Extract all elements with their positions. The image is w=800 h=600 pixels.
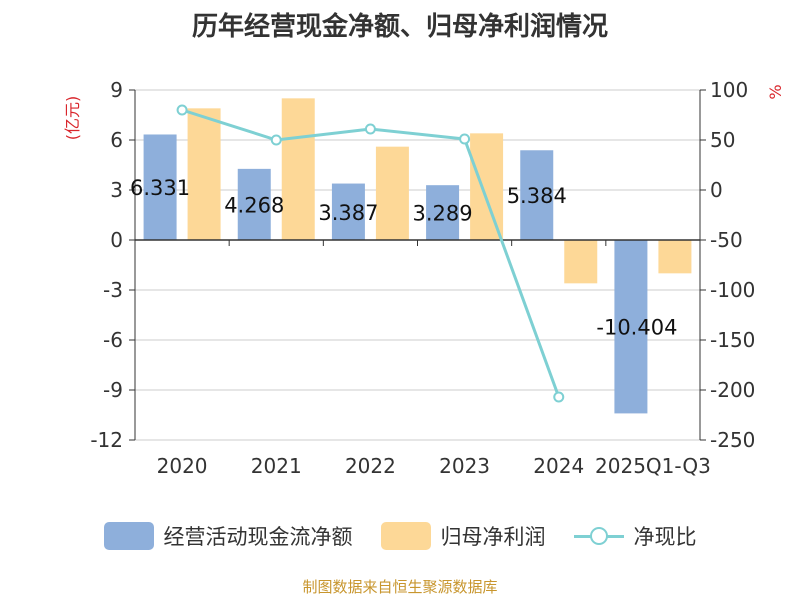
ratio-point (176, 104, 188, 116)
legend-swatch-net-profit (380, 522, 431, 550)
legend-item-net-profit[interactable]: 归母净利润 (380, 521, 546, 551)
bar-cashflow (143, 134, 177, 240)
right-tick-label: -100 (710, 278, 755, 302)
bar-cashflow (520, 150, 554, 240)
right-tick-label: -150 (710, 328, 755, 352)
ratio-point (459, 133, 471, 145)
x-tick-label: 2024 (533, 454, 584, 478)
left-tick-label: 3 (110, 178, 123, 202)
legend-label-ratio: 净现比 (633, 525, 697, 549)
x-tick-label: 2025Q1-Q3 (595, 454, 711, 478)
data-label-cashflow: 4.268 (224, 193, 284, 217)
left-tick-label: -9 (103, 378, 123, 402)
data-label-cashflow: -10.404 (596, 316, 677, 340)
right-axis-label: % (766, 84, 785, 99)
left-axis-label: (亿元) (63, 96, 82, 141)
left-tick-label: -3 (103, 278, 123, 302)
right-tick-label: 100 (710, 78, 748, 102)
ratio-point (553, 391, 565, 403)
right-tick-label: -250 (710, 428, 755, 452)
data-label-cashflow: 5.384 (507, 184, 567, 208)
source-note: 制图数据来自恒生聚源数据库 (302, 578, 498, 596)
left-tick-label: -12 (90, 428, 123, 452)
bar-cashflow (614, 240, 648, 414)
data-label-cashflow: 3.289 (413, 202, 473, 226)
bar-net-profit (187, 108, 221, 240)
bar-net-profit (658, 240, 692, 274)
legend-swatch-ratio (573, 522, 624, 550)
x-tick-label: 2022 (345, 454, 396, 478)
ratio-point (364, 123, 376, 135)
bar-net-profit (375, 146, 409, 240)
x-tick-label: 2023 (439, 454, 490, 478)
left-tick-label: 0 (110, 228, 123, 252)
left-tick-label: 9 (110, 78, 123, 102)
data-label-cashflow: 6.331 (130, 176, 190, 200)
right-tick-label: -50 (710, 228, 743, 252)
x-tick-label: 2021 (251, 454, 302, 478)
left-tick-label: -6 (103, 328, 123, 352)
ratio-point (270, 134, 282, 146)
chart-legend: 经营活动现金流净额 归母净利润 净现比 (0, 516, 800, 556)
right-tick-label: 0 (710, 178, 723, 202)
chart-title: 历年经营现金净额、归母净利润情况 (191, 12, 608, 42)
data-label-cashflow: 3.387 (318, 201, 378, 225)
right-tick-label: -200 (710, 378, 755, 402)
bar-cashflow (331, 183, 365, 240)
legend-item-ratio[interactable]: 净现比 (573, 521, 697, 551)
bar-cashflow (426, 185, 460, 240)
legend-swatch-cashflow (103, 522, 154, 550)
bar-net-profit (281, 98, 315, 240)
legend-label-net-profit: 归母净利润 (440, 525, 546, 549)
legend-label-cashflow: 经营活动现金流净额 (163, 525, 353, 549)
bar-cashflow (237, 168, 271, 240)
right-tick-label: 50 (710, 128, 735, 152)
left-tick-label: 6 (110, 128, 123, 152)
x-tick-label: 2020 (157, 454, 208, 478)
legend-item-cashflow[interactable]: 经营活动现金流净额 (103, 521, 353, 551)
bar-net-profit (470, 133, 504, 240)
bar-net-profit (564, 240, 598, 284)
